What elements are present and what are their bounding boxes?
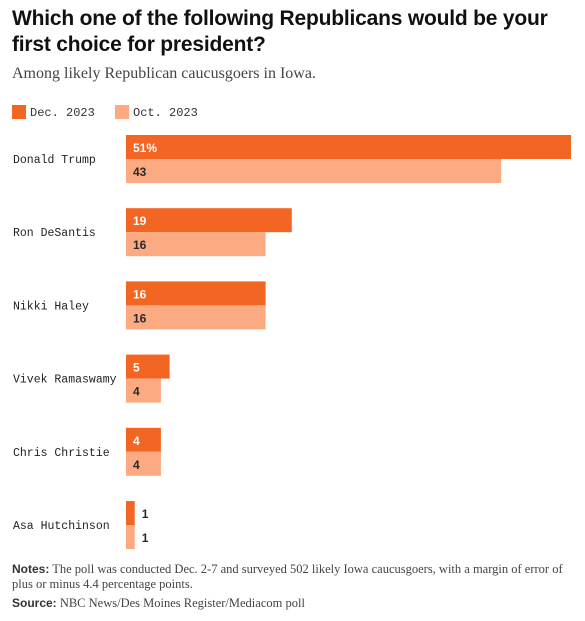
- legend-swatch-dec: [12, 105, 26, 119]
- bar-oct-ron-desantis: [126, 232, 266, 257]
- source-text: NBC News/Des Moines Register/Mediacom po…: [59, 596, 305, 610]
- bar-oct-chris-christie: [126, 451, 161, 476]
- bar-dec-nikki-haley: [126, 281, 266, 306]
- data-label-dec-donald-trump: 51%: [133, 141, 157, 155]
- data-label-oct-vivek-ramaswamy: 4: [133, 385, 140, 399]
- bar-dec-asa-hutchinson: [126, 501, 135, 525]
- data-label-dec-nikki-haley: 16: [133, 287, 147, 301]
- legend-label-dec: Dec. 2023: [30, 106, 95, 120]
- category-label-vivek-ramaswamy: Vivek Ramaswamy: [13, 374, 117, 387]
- chart-title: Which one of the following Republicans w…: [12, 7, 548, 56]
- chart-subtitle: Among likely Republican caucusgoers in I…: [12, 65, 316, 82]
- source: Source: NBC News/Des Moines Register/Med…: [12, 596, 305, 611]
- bar-oct-vivek-ramaswamy: [126, 378, 161, 403]
- bar-dec-ron-desantis: [126, 208, 292, 233]
- data-label-dec-chris-christie: 4: [133, 434, 140, 448]
- notes: Notes: The poll was conducted Dec. 2-7 a…: [12, 562, 574, 591]
- notes-label: Notes:: [12, 562, 50, 576]
- category-label-ron-desantis: Ron DeSantis: [13, 227, 96, 240]
- category-label-chris-christie: Chris Christie: [13, 447, 110, 460]
- data-label-oct-chris-christie: 4: [133, 458, 140, 472]
- category-label-nikki-haley: Nikki Haley: [13, 300, 89, 313]
- data-label-dec-asa-hutchinson: 1: [142, 507, 149, 521]
- bar-oct-nikki-haley: [126, 305, 266, 330]
- data-label-oct-ron-desantis: 16: [133, 238, 147, 252]
- legend-item-oct: Oct. 2023: [115, 105, 198, 121]
- data-label-dec-vivek-ramaswamy: 5: [133, 361, 140, 375]
- legend-item-dec: Dec. 2023: [12, 105, 95, 121]
- bar-oct-asa-hutchinson: [126, 525, 135, 549]
- source-label: Source:: [12, 596, 57, 610]
- data-label-dec-ron-desantis: 19: [133, 214, 147, 228]
- data-label-oct-asa-hutchinson: 1: [142, 531, 149, 545]
- bar-dec-donald-trump: [126, 135, 571, 159]
- bar-dec-chris-christie: [126, 427, 161, 452]
- bar-chart: Donald Trump 51% 43 Ron DeSantis 19 16 Nikki H…: [13, 135, 571, 549]
- bar-oct-donald-trump: [126, 159, 502, 183]
- legend-swatch-oct: [115, 105, 129, 119]
- bar-dec-vivek-ramaswamy: [126, 354, 170, 379]
- category-label-donald-trump: Donald Trump: [13, 154, 96, 167]
- category-label-asa-hutchinson: Asa Hutchinson: [13, 520, 110, 533]
- legend-label-oct: Oct. 2023: [133, 106, 198, 120]
- data-label-oct-donald-trump: 43: [133, 165, 147, 179]
- notes-text: The poll was conducted Dec. 2-7 and surv…: [12, 562, 563, 591]
- data-label-oct-nikki-haley: 16: [133, 311, 147, 325]
